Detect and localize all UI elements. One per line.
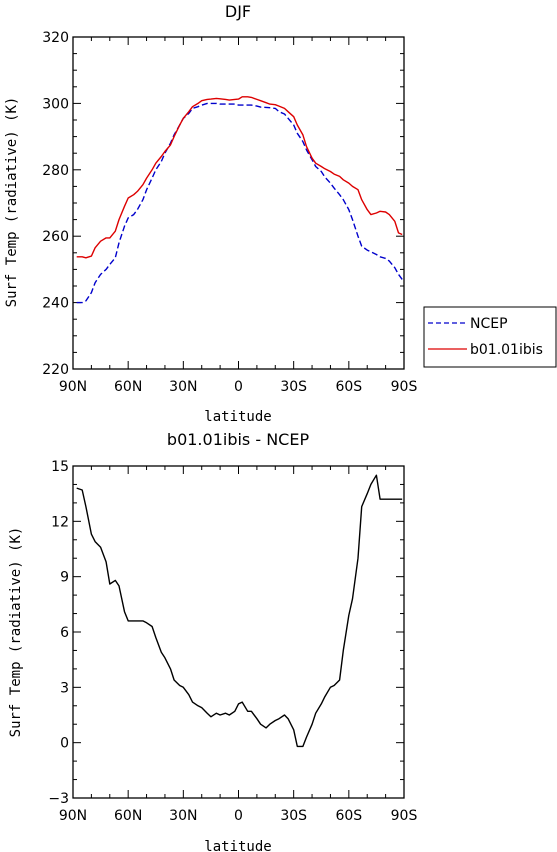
legend: NCEP b01.01ibis (423, 306, 557, 368)
legend-box (423, 306, 557, 368)
x-tick-label: 30S (280, 379, 307, 395)
y-tick-label: 6 (60, 625, 69, 641)
plot-frame (72, 36, 405, 370)
y-tick-label: 3 (60, 680, 69, 696)
x-tick-label: 30N (169, 808, 197, 824)
chart-title: b01.01ibis - NCEP (167, 430, 310, 449)
x-tick-label: 90S (391, 808, 418, 824)
y-tick-label: 9 (60, 570, 69, 586)
legend-label-ncep: NCEP (470, 316, 508, 332)
ticks: 90N 60N 30N 0 30S 60S 90S −3 0 3 6 9 12 15 (48, 459, 417, 824)
y-tick-label: −3 (48, 791, 69, 807)
x-axis-label: latitude (204, 409, 271, 425)
x-tick-label: 60N (114, 808, 142, 824)
series-line-b01-01ibis (76, 96, 403, 259)
x-axis-label: latitude (204, 839, 271, 852)
x-tick-label: 90N (59, 379, 87, 395)
y-tick-label: 300 (42, 96, 69, 112)
y-tick-label: 240 (42, 296, 69, 312)
y-tick-label: 220 (42, 362, 69, 378)
x-tick-label: 0 (234, 808, 243, 824)
lines (76, 474, 403, 748)
x-tick-label: 60N (114, 379, 142, 395)
y-tick-label: 15 (51, 459, 69, 475)
y-axis-label: Surf Temp (radiative) (K) (8, 527, 24, 738)
y-tick-label: 0 (60, 736, 69, 752)
x-tick-label: 60S (335, 808, 362, 824)
x-tick-label: 0 (234, 379, 243, 395)
y-tick-label: 12 (51, 514, 69, 530)
series-line-ncep (76, 102, 403, 304)
plot-frame (72, 465, 405, 799)
y-tick-label: 260 (42, 229, 69, 245)
ticks: 90N 60N 30N 0 30S 60S 90S 220 240 260 280 300 320 (42, 30, 417, 395)
series-line-difference (76, 474, 403, 748)
y-tick-label: 320 (42, 30, 69, 46)
x-tick-label: 60S (335, 379, 362, 395)
y-tick-label: 280 (42, 163, 69, 179)
x-tick-label: 30N (169, 379, 197, 395)
lines (76, 96, 403, 304)
difference-panel: b01.01ibis - NCEP latitude Surf Temp (ra… (8, 430, 417, 852)
chart-title: DJF (225, 2, 251, 21)
x-tick-label: 90N (59, 808, 87, 824)
temperature-panel: DJF latitude Surf Temp (radiative) (K) 9… (4, 2, 417, 425)
x-tick-label: 90S (391, 379, 418, 395)
legend-label-b01: b01.01ibis (470, 342, 543, 358)
y-axis-label: Surf Temp (radiative) (K) (4, 97, 20, 308)
x-tick-label: 30S (280, 808, 307, 824)
